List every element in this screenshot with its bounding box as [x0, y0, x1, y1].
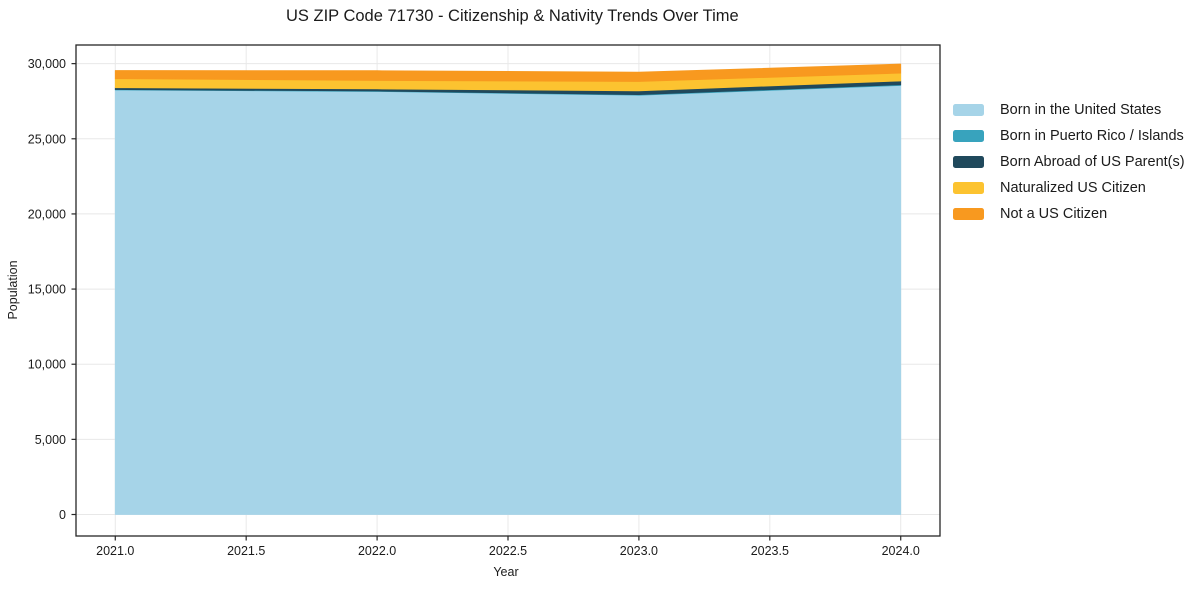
x-tick-label: 2021.5 — [227, 544, 265, 558]
legend-swatch-born-abroad — [953, 155, 984, 168]
y-tick-label: 5,000 — [35, 433, 66, 447]
legend-label: Not a US Citizen — [1000, 205, 1108, 222]
legend-swatch-born-in-us — [953, 103, 984, 116]
legend-item: Not a US Citizen — [953, 204, 1185, 223]
area-born-in-the-united-states — [114, 85, 902, 515]
y-tick-label: 25,000 — [28, 132, 66, 146]
y-tick-label: 20,000 — [28, 207, 66, 221]
legend-label: Born in Puerto Rico / Islands — [1000, 127, 1184, 144]
y-tick-label: 15,000 — [28, 283, 66, 297]
legend-swatch-naturalized — [953, 181, 984, 194]
area-not-a-us-citizen — [114, 63, 902, 82]
legend-item: Born in the United States — [953, 100, 1185, 119]
y-tick-label: 10,000 — [28, 358, 66, 372]
x-axis-label: Year — [493, 565, 519, 579]
legend-item: Born Abroad of US Parent(s) — [953, 152, 1185, 171]
legend-label: Born Abroad of US Parent(s) — [1000, 153, 1185, 170]
x-tick-label: 2023.5 — [751, 544, 789, 558]
y-tick-label: 0 — [59, 508, 66, 522]
legend-swatch-born-in-puerto-rico — [953, 129, 984, 142]
legend-label: Naturalized US Citizen — [1000, 179, 1146, 196]
x-tick-label: 2024.0 — [882, 544, 920, 558]
legend-swatch-not-a-citizen — [953, 207, 984, 220]
y-tick-label: 30,000 — [28, 57, 66, 71]
chart-title: US ZIP Code 71730 - Citizenship & Nativi… — [286, 7, 739, 25]
x-tick-label: 2021.0 — [96, 544, 134, 558]
legend-label: Born in the United States — [1000, 101, 1162, 118]
x-tick-label: 2023.0 — [620, 544, 658, 558]
legend: Born in the United States Born in Puerto… — [953, 100, 1185, 223]
x-tick-label: 2022.0 — [358, 544, 396, 558]
x-tick-label: 2022.5 — [489, 544, 527, 558]
legend-item: Naturalized US Citizen — [953, 178, 1185, 197]
legend-item: Born in Puerto Rico / Islands — [953, 126, 1185, 145]
y-axis-label: Population — [6, 260, 20, 320]
